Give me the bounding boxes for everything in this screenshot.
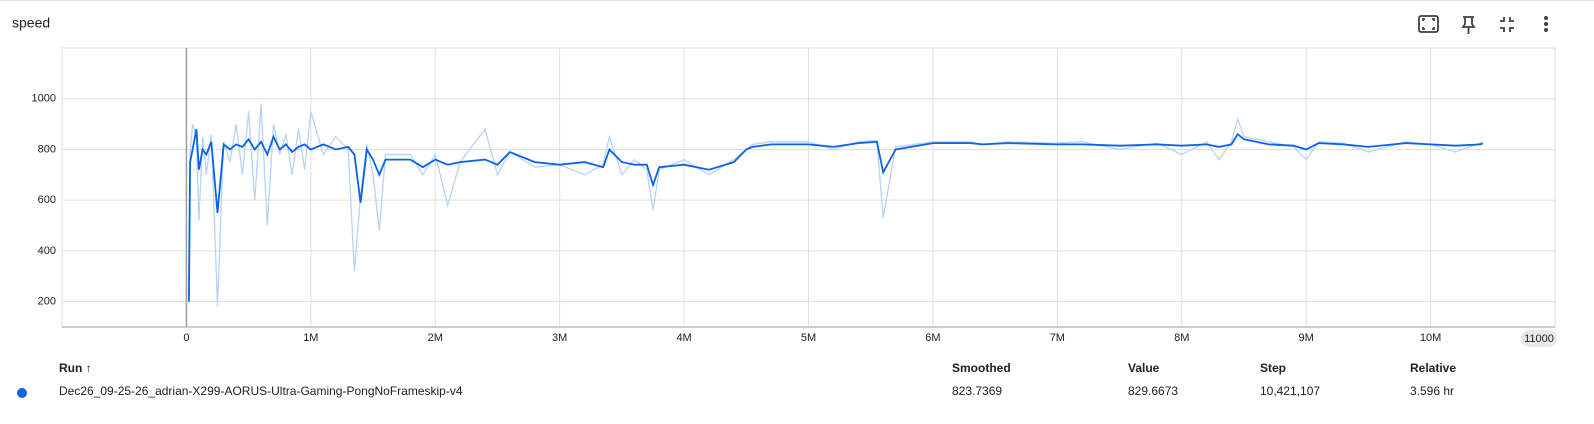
run-name: Dec26_09-25-26_adrian-X299-AORUS-Ultra-G… [59, 384, 463, 398]
fit-domain-button[interactable] [1418, 15, 1439, 33]
y-tick-label: 200 [38, 296, 56, 308]
collapse-button[interactable] [1500, 17, 1514, 32]
x-tick-label: 5M [801, 332, 816, 344]
table-header: Run ↑ [59, 361, 92, 375]
x-tick-label: 6M [925, 332, 940, 344]
table-cell: 829.6673 [1128, 384, 1178, 398]
chart-title: speed [12, 15, 50, 31]
raw-line [188, 103, 1484, 307]
x-tick-label: 0 [183, 332, 189, 344]
x-tick-label: 4M [676, 332, 691, 344]
x-tick-label: 1M [303, 332, 318, 344]
y-tick-label: 600 [38, 194, 56, 206]
x-tick-label: 10M [1420, 332, 1441, 344]
more-button[interactable] [1544, 16, 1548, 32]
x-tick-label: 2M [428, 332, 443, 344]
table-header: Step [1260, 361, 1286, 375]
smoothed-line [188, 129, 1484, 302]
table-cell: 823.7369 [952, 384, 1002, 398]
axis-end-box [1521, 330, 1557, 347]
table-header: Relative [1410, 361, 1456, 375]
x-tick-label: 8M [1174, 332, 1189, 344]
run-color-dot [17, 388, 27, 398]
table-cell: 3.596 hr [1410, 384, 1454, 398]
y-tick-label: 800 [38, 143, 56, 155]
y-tick-label: 1000 [32, 93, 56, 105]
x-tick-label: 7M [1050, 332, 1065, 344]
axis-end-label: 11000 [1524, 333, 1554, 345]
toolbar [1418, 15, 1548, 34]
table-header: Value [1128, 361, 1160, 375]
table-cell: 10,421,107 [1260, 384, 1320, 398]
x-tick-label: 3M [552, 332, 567, 344]
pin-button[interactable] [1461, 16, 1476, 34]
plot: 200 400 600 800 1000 0 1M 2M 3M 4M 5M 6M 7M 8M 9M 10M 11… [32, 47, 1557, 347]
y-tick-label: 400 [38, 245, 56, 257]
x-tick-label: 9M [1299, 332, 1314, 344]
table-header: Smoothed [952, 361, 1011, 375]
